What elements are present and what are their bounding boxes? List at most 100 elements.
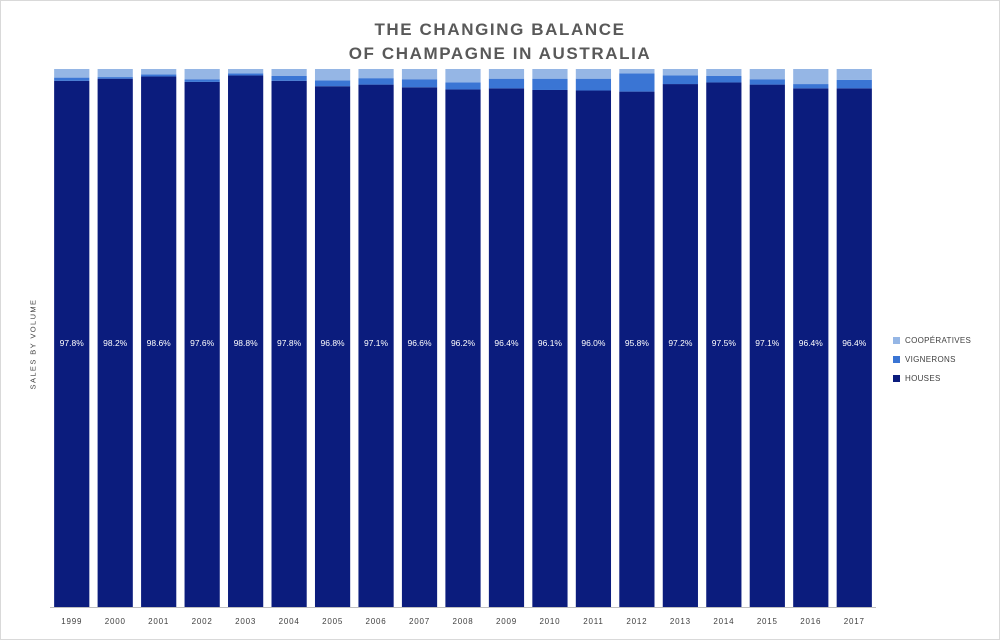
bar-vignerons-2017 (836, 79, 872, 89)
bar-vignerons-2015 (749, 79, 785, 85)
bar-cooperatives-2012 (619, 69, 655, 74)
bar-cooperatives-2001 (141, 69, 177, 75)
data-label-2011: 96.0% (581, 338, 606, 348)
bar-houses-2006 (358, 84, 394, 608)
bar-houses-2007 (401, 87, 438, 608)
data-label-2016: 96.4% (799, 338, 824, 348)
chart-title: THE CHANGING BALANCE OF CHAMPAGNE IN AUS… (0, 18, 1000, 66)
data-label-2009: 96.4% (494, 338, 519, 348)
legend-label-houses: HOUSES (905, 374, 941, 383)
bar-houses-2004 (271, 80, 307, 608)
data-label-2015: 97.1% (755, 338, 780, 348)
legend-swatch-cooperatives (893, 337, 900, 344)
data-label-2007: 96.6% (407, 338, 432, 348)
legend-label-vignerons: VIGNERONS (905, 355, 956, 364)
x-tick-label-2006: 2006 (366, 617, 387, 626)
bar-cooperatives-2002 (184, 69, 220, 80)
bar-vignerons-2005 (314, 80, 351, 87)
x-tick-label-2002: 2002 (192, 617, 213, 626)
bar-vignerons-2006 (358, 78, 394, 85)
bar-houses-2013 (662, 84, 698, 607)
legend-label-cooperatives: COOPÉRATIVES (905, 336, 972, 345)
chart-title-line-1: THE CHANGING BALANCE (374, 20, 626, 39)
bar-vignerons-2014 (706, 75, 742, 83)
bar-vignerons-2003 (228, 73, 264, 76)
bar-vignerons-2012 (619, 73, 655, 92)
bar-vignerons-2002 (184, 79, 220, 82)
bar-vignerons-1999 (54, 77, 90, 81)
x-tick-label-2014: 2014 (713, 617, 734, 626)
bar-cooperatives-2006 (358, 69, 394, 79)
x-tick-label-2012: 2012 (626, 617, 647, 626)
data-label-2010: 96.1% (538, 338, 563, 348)
x-tick-label-2001: 2001 (148, 617, 169, 626)
chart-title-line-2: OF CHAMPAGNE IN AUSTRALIA (348, 44, 652, 63)
bar-cooperatives-2015 (749, 69, 785, 80)
data-label-2006: 97.1% (364, 338, 389, 348)
data-label-2004: 97.8% (277, 338, 302, 348)
bar-houses-2016 (793, 88, 829, 608)
x-tick-label-2005: 2005 (322, 617, 343, 626)
legend: COOPÉRATIVES VIGNERONS HOUSES (893, 331, 971, 388)
bar-cooperatives-2017 (836, 69, 872, 80)
bar-houses-2010 (532, 89, 568, 608)
bar-vignerons-2004 (271, 75, 307, 81)
legend-swatch-vignerons (893, 356, 900, 363)
x-tick-label-2009: 2009 (496, 617, 517, 626)
bar-cooperatives-2000 (97, 69, 133, 78)
bar-cooperatives-2008 (445, 69, 481, 83)
bar-houses-2000 (97, 78, 133, 608)
x-tick-label-2008: 2008 (453, 617, 474, 626)
bar-vignerons-2000 (97, 77, 133, 79)
data-label-2005: 96.8% (321, 338, 346, 348)
bar-cooperatives-2011 (575, 69, 612, 79)
bar-houses-2011 (575, 90, 612, 607)
data-label-1999: 97.8% (60, 338, 85, 348)
bar-cooperatives-2004 (271, 69, 307, 76)
x-tick-label-1999: 1999 (61, 617, 82, 626)
data-label-2000: 98.2% (103, 338, 128, 348)
bar-vignerons-2013 (662, 75, 698, 85)
x-tick-label-2003: 2003 (235, 617, 256, 626)
x-tick-label-2010: 2010 (539, 617, 560, 626)
bar-vignerons-2011 (575, 78, 612, 91)
legend-item-houses: HOUSES (893, 369, 971, 388)
bar-cooperatives-2014 (706, 69, 742, 76)
bar-cooperatives-2007 (401, 69, 438, 80)
x-tick-label-2007: 2007 (409, 617, 430, 626)
bar-houses-2005 (314, 86, 351, 608)
bar-cooperatives-2013 (662, 69, 698, 76)
bar-vignerons-2007 (401, 79, 438, 88)
data-label-2001: 98.6% (147, 338, 172, 348)
bar-cooperatives-2005 (314, 69, 351, 81)
x-tick-label-2011: 2011 (583, 617, 603, 626)
bar-houses-1999 (54, 80, 90, 608)
legend-item-cooperatives: COOPÉRATIVES (893, 331, 971, 350)
x-tick-label-2000: 2000 (105, 617, 126, 626)
bar-cooperatives-1999 (54, 69, 90, 78)
bar-houses-2002 (184, 81, 220, 607)
bar-houses-2003 (228, 75, 264, 607)
bar-houses-2017 (836, 88, 872, 608)
data-label-2013: 97.2% (668, 338, 693, 348)
legend-item-vignerons: VIGNERONS (893, 350, 971, 369)
bar-houses-2001 (141, 76, 177, 607)
x-tick-label-2015: 2015 (757, 617, 778, 626)
bar-cooperatives-2016 (793, 69, 829, 85)
bar-houses-2014 (706, 82, 742, 607)
bar-houses-2009 (488, 88, 525, 608)
bar-houses-2012 (619, 91, 655, 608)
data-label-2002: 97.6% (190, 338, 215, 348)
bar-vignerons-2009 (488, 78, 525, 89)
x-tick-label-2017: 2017 (844, 617, 865, 626)
data-label-2003: 98.8% (234, 338, 259, 348)
x-tick-label-2016: 2016 (800, 617, 821, 626)
x-tick-label-2013: 2013 (670, 617, 691, 626)
bar-houses-2015 (749, 84, 785, 608)
x-tick-label-2004: 2004 (279, 617, 300, 626)
bar-vignerons-2008 (445, 82, 481, 90)
bar-vignerons-2010 (532, 78, 568, 90)
data-label-2014: 97.5% (712, 338, 737, 348)
data-label-2017: 96.4% (842, 338, 867, 348)
